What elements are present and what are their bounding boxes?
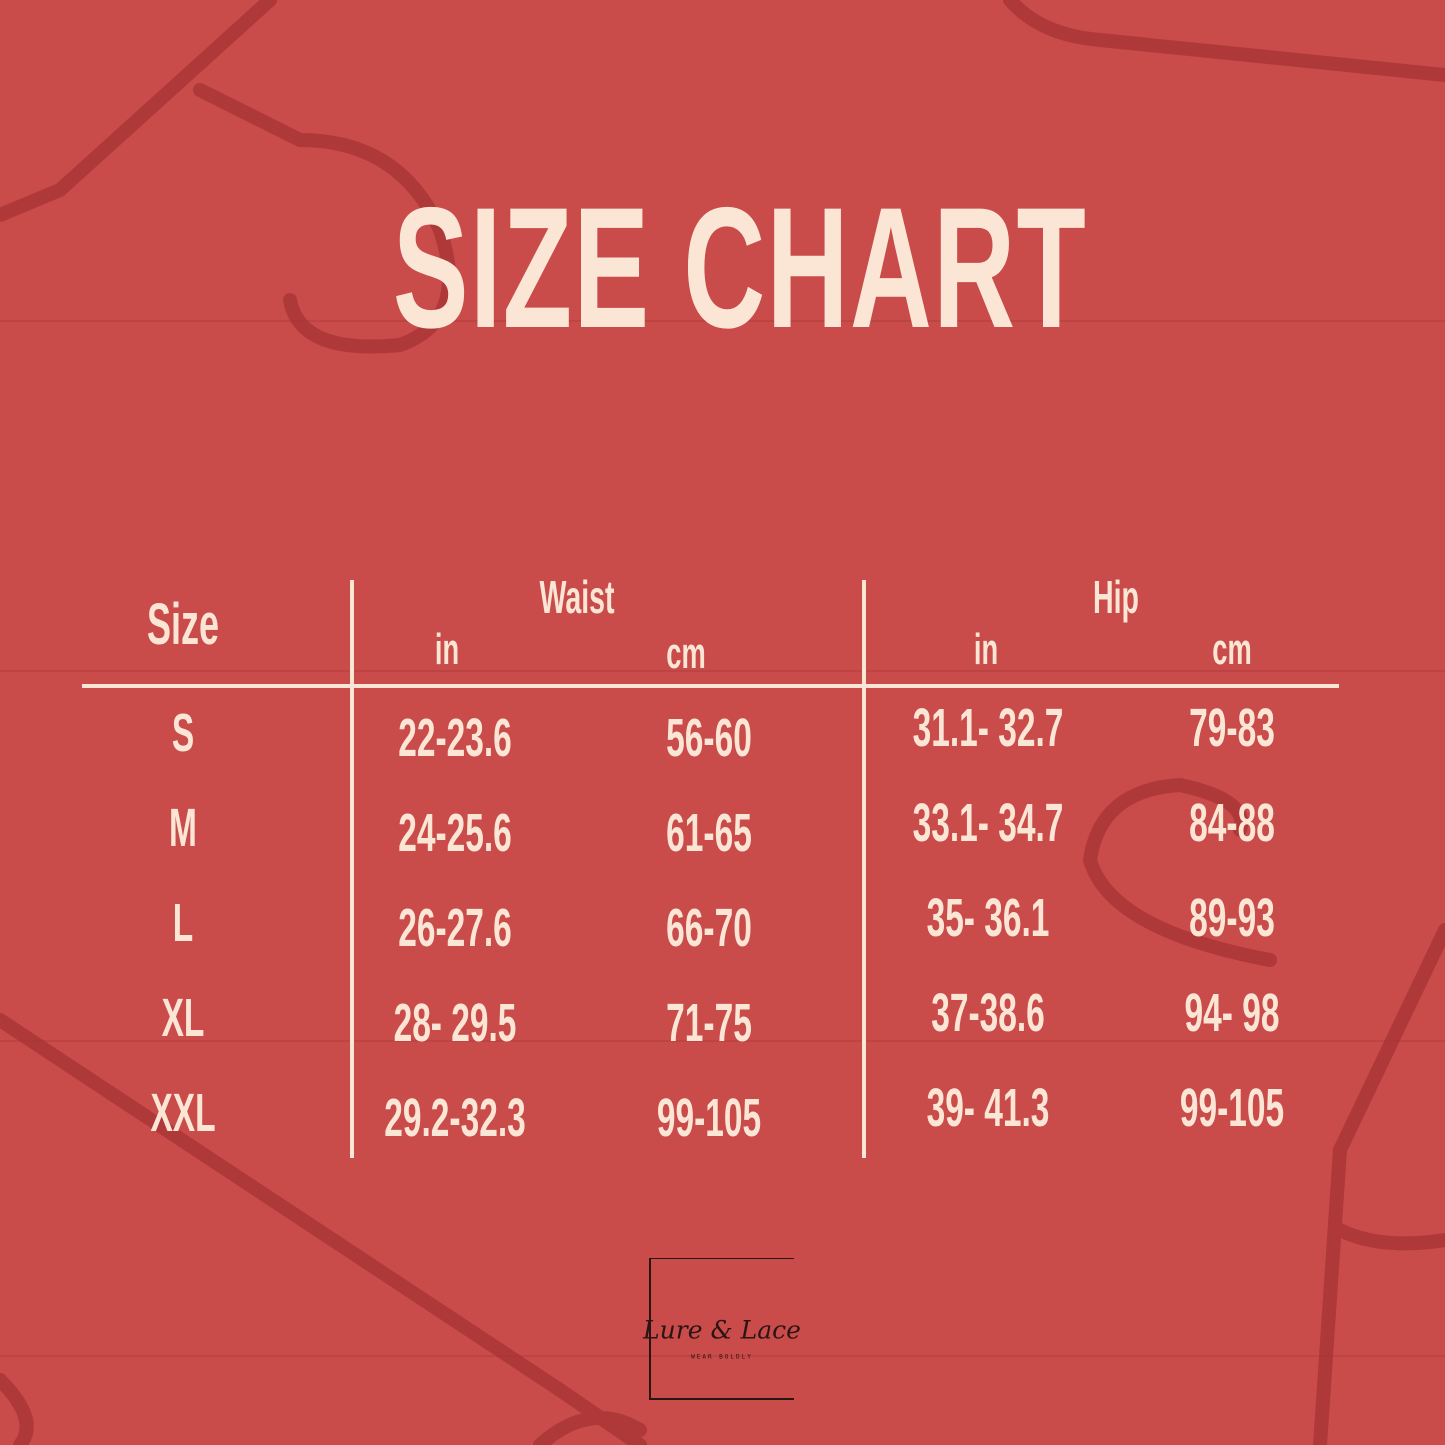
waist-in-header: in [434,625,460,674]
hip-in-cell: 35- 36.1 [926,888,1050,948]
wood-plank-line [0,670,1445,672]
hip-in-cell: 39- 41.3 [926,1078,1050,1138]
waist-in-cell: 24-25.6 [398,803,512,863]
column-divider [862,580,866,1158]
hip-cm-cell: 79-83 [1189,698,1275,758]
header-divider [82,684,1339,688]
waist-in-cell: 29.2-32.3 [384,1088,526,1148]
hip-in-cell: 31.1- 32.7 [912,698,1064,758]
waist-cm-header: cm [666,629,706,678]
size-cell: XL [161,988,205,1048]
waist-cm-cell: 71-75 [666,993,752,1053]
waist-in-cell: 28- 29.5 [393,993,517,1053]
size-cell: M [169,798,197,858]
hip-cm-cell: 99-105 [1179,1078,1285,1138]
brand-tagline: WEAR BOLDLY [691,1353,753,1361]
size-header: Size [147,592,219,657]
hip-cm-header: cm [1212,625,1252,674]
wood-plank-line [0,320,1445,322]
hip-cm-cell: 94- 98 [1184,983,1280,1043]
waist-cm-cell: 99-105 [656,1088,762,1148]
waist-in-cell: 26-27.6 [398,898,512,958]
hip-in-cell: 33.1- 34.7 [912,793,1064,853]
waist-in-cell: 22-23.6 [398,708,512,768]
hip-cm-cell: 89-93 [1189,888,1275,948]
hip-cm-cell: 84-88 [1189,793,1275,853]
waist-cm-cell: 66-70 [666,898,752,958]
waist-cm-cell: 61-65 [666,803,752,863]
size-cell: S [171,703,195,763]
hip-in-header: in [973,625,999,674]
wood-plank-line [0,1355,1445,1357]
size-cell: L [172,893,194,953]
waist-cm-cell: 56-60 [666,708,752,768]
hip-header: Hip [1093,571,1139,623]
waist-header: Waist [539,571,615,623]
brand-logo: Lure & Lace [643,1315,801,1345]
hip-in-cell: 37-38.6 [931,983,1045,1043]
column-divider [350,580,354,1158]
wood-plank-line [0,1040,1445,1042]
page-title: SIZE CHART [392,172,1088,364]
size-cell: XXL [150,1083,216,1143]
